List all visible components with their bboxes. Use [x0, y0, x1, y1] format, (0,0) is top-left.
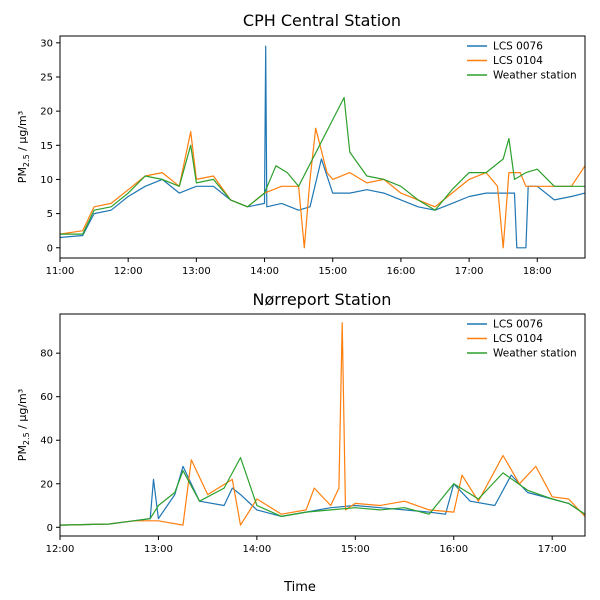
y-axis-label: PM2.5 / µg/m³ [16, 111, 31, 183]
x-tick-label: 18:00 [523, 266, 552, 277]
x-tick-label: 16:00 [439, 544, 468, 555]
legend-label: Weather station [493, 348, 577, 360]
x-tick-label: 17:00 [538, 544, 567, 555]
legend-label: LCS 0076 [493, 319, 543, 331]
y-tick-label: 80 [40, 349, 53, 360]
x-tick-label: 14:00 [242, 544, 271, 555]
y-tick-label: 20 [40, 107, 53, 118]
chart-title: Nørreport Station [253, 290, 392, 309]
y-tick-label: 10 [40, 175, 53, 186]
x-tick-label: 15:00 [341, 544, 370, 555]
panel-cph-central: CPH Central Station PM2.5 / µg/m³ 11:00 1… [16, 11, 586, 277]
y-tick-label: 15 [40, 141, 53, 152]
plot-area: 12:00 13:00 14:00 15:00 16:00 17:00 0 20 40 60 80 [40, 322, 586, 555]
x-axis-label: Time [283, 580, 316, 595]
chart-title: CPH Central Station [243, 11, 401, 30]
x-tick-label: 17:00 [455, 266, 484, 277]
panel-norreport: Nørreport Station PM2.5 / µg/m³ 12:00 13:… [16, 290, 586, 555]
y-tick-label: 30 [40, 38, 53, 49]
legend-label: LCS 0076 [493, 41, 543, 53]
legend: LCS 0076 LCS 0104 Weather station [467, 41, 577, 82]
series-line [60, 96, 585, 235]
y-tick-label: 5 [47, 209, 53, 220]
y-tick-label: 0 [47, 523, 53, 534]
x-tick-label: 14:00 [250, 266, 279, 277]
x-tick-label: 11:00 [46, 266, 75, 277]
y-axis-label: PM2.5 / µg/m³ [16, 389, 31, 461]
axes-frame [59, 313, 586, 537]
y-tick-label: 0 [47, 243, 53, 254]
series-line [59, 322, 586, 526]
y-tick-label: 20 [40, 479, 53, 490]
series-line [59, 127, 586, 249]
x-tick-label: 13:00 [144, 544, 173, 555]
series-line [59, 457, 586, 526]
x-tick-label: 15:00 [318, 266, 347, 277]
y-tick-label: 40 [40, 436, 53, 447]
y-tick-label: 25 [40, 72, 53, 83]
legend-label: LCS 0104 [493, 333, 543, 345]
x-tick-label: 12:00 [46, 544, 75, 555]
legend-label: LCS 0104 [493, 55, 543, 67]
y-tick-label: 60 [40, 392, 53, 403]
x-tick-label: 12:00 [114, 266, 143, 277]
axes-frame [59, 35, 586, 259]
x-tick-label: 16:00 [386, 266, 415, 277]
series-line [59, 45, 586, 249]
legend: LCS 0076 LCS 0104 Weather station [467, 319, 577, 360]
plot-area: 11:00 12:00 13:00 14:00 15:00 16:00 17:00 18:00… [40, 38, 586, 277]
x-tick-label: 13:00 [182, 266, 211, 277]
legend-label: Weather station [493, 70, 577, 82]
